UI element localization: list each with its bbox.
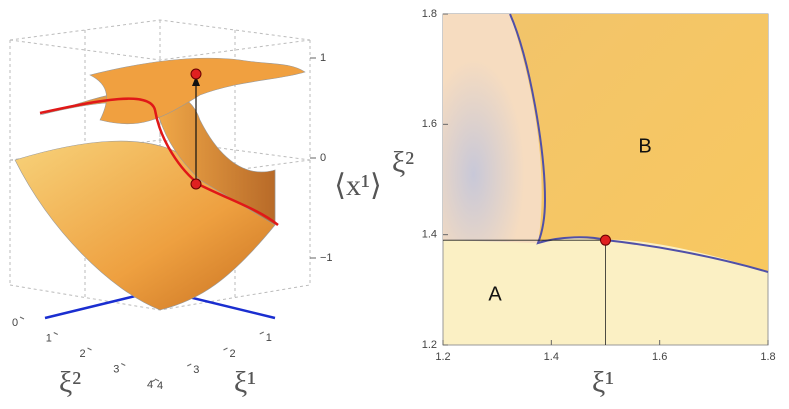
y-tick	[154, 378, 160, 382]
arrow-head	[192, 76, 200, 86]
y-tick	[121, 363, 126, 366]
z-tick-label: 0	[320, 152, 326, 164]
y-tick	[87, 347, 92, 351]
region-label: A	[488, 283, 502, 305]
y-tick-label: 4	[147, 379, 153, 391]
x-tick	[259, 331, 264, 335]
x-tick-label: 1.4	[544, 351, 559, 363]
y-tick-label: 1.6	[422, 118, 437, 130]
y-label: ξ²	[392, 146, 414, 179]
y-tick-label: 0	[12, 317, 18, 329]
x-tick-label: 1	[266, 332, 272, 344]
y-tick-label: 1.4	[422, 229, 437, 241]
x-tick	[150, 379, 156, 383]
point	[600, 234, 611, 246]
y-tick-label: 1.2	[422, 339, 437, 351]
z-label: ⟨x¹⟩	[334, 169, 381, 202]
x-tick	[223, 347, 228, 351]
y-tick-label: 1	[46, 332, 52, 344]
red-dot	[190, 178, 202, 190]
z-tick-label: 1	[320, 52, 326, 64]
x-tick-label: 4	[157, 380, 163, 392]
region-label: B	[638, 135, 651, 157]
region-a-shade	[443, 14, 545, 243]
y-tick-label: 3	[113, 363, 119, 375]
x-tick-label: 3	[193, 364, 199, 376]
boundary	[509, 13, 769, 273]
x-tick-label: 1.6	[652, 351, 667, 363]
region-b	[510, 14, 768, 272]
x-tick-label: 1.2	[435, 351, 450, 363]
y-tick-label: 2	[79, 348, 85, 360]
x-tick	[187, 363, 192, 367]
y-label: ξ²	[59, 366, 81, 399]
red-dot	[190, 68, 202, 80]
red-curve	[39, 97, 279, 226]
z-tick-label: −1	[320, 252, 333, 264]
upper-surface	[89, 57, 306, 125]
y-tick-label: 1.8	[422, 8, 437, 20]
y-tick	[53, 332, 58, 335]
x-label: ξ¹	[234, 366, 256, 399]
x-tick-label: 2	[229, 348, 235, 360]
y-tick	[19, 316, 25, 320]
x-label: ξ¹	[592, 366, 614, 399]
x-tick-label: 1.8	[760, 351, 775, 363]
